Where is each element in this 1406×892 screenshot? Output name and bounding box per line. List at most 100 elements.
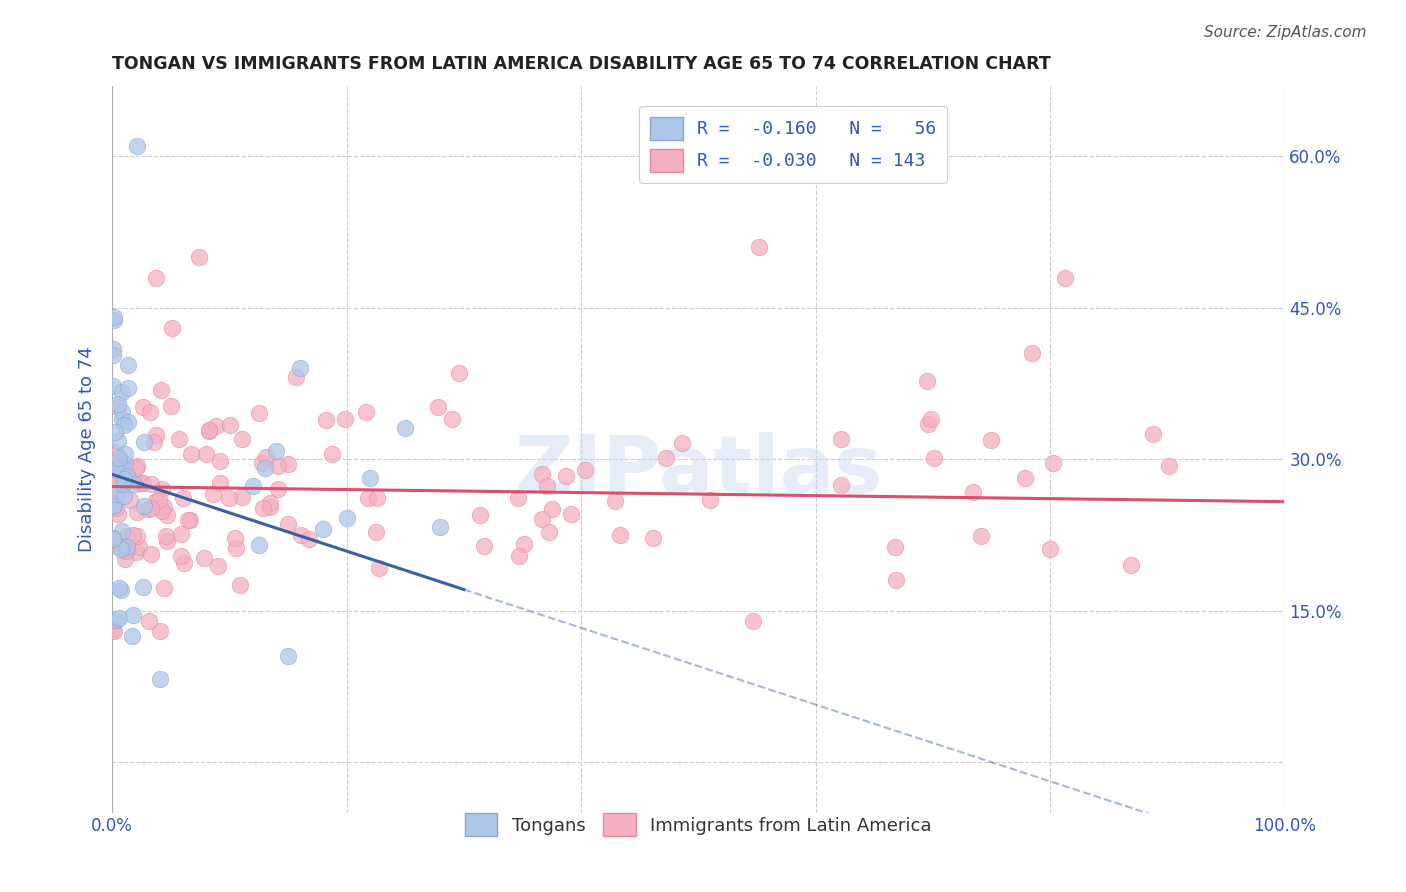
Point <box>139 405 162 419</box>
Point <box>149 672 172 686</box>
Point <box>125 460 148 475</box>
Text: TONGAN VS IMMIGRANTS FROM LATIN AMERICA DISABILITY AGE 65 TO 74 CORRELATION CHAR: TONGAN VS IMMIGRANTS FROM LATIN AMERICA … <box>112 55 1052 73</box>
Y-axis label: Disability Age 65 to 74: Disability Age 65 to 74 <box>79 346 96 552</box>
Point <box>335 412 357 426</box>
Point <box>103 532 125 546</box>
Point <box>172 491 194 505</box>
Point <box>117 415 139 429</box>
Point <box>107 401 129 415</box>
Point <box>104 445 127 459</box>
Point <box>208 475 231 490</box>
Point <box>742 614 765 628</box>
Point <box>122 476 145 491</box>
Point <box>530 511 553 525</box>
Point <box>153 500 176 514</box>
Point <box>508 549 530 563</box>
Point <box>110 453 132 467</box>
Point <box>655 451 678 466</box>
Point <box>1121 558 1143 572</box>
Point <box>193 550 215 565</box>
Point <box>104 463 127 477</box>
Point <box>115 539 138 553</box>
Point <box>187 251 209 265</box>
Point <box>114 475 136 489</box>
Point <box>321 447 343 461</box>
Point <box>229 578 252 592</box>
Point <box>180 447 202 461</box>
Point <box>312 523 335 537</box>
Point <box>179 512 201 526</box>
Point <box>177 513 200 527</box>
Point <box>103 379 125 393</box>
Point <box>277 517 299 532</box>
Point <box>103 624 125 638</box>
Point <box>173 557 195 571</box>
Point <box>195 447 218 461</box>
Point <box>122 607 145 622</box>
Point <box>748 240 770 254</box>
Point <box>536 479 558 493</box>
Point <box>160 321 183 335</box>
Point <box>394 421 416 435</box>
Point <box>242 479 264 493</box>
Point <box>108 450 131 465</box>
Point <box>155 528 177 542</box>
Point <box>103 499 125 513</box>
Point <box>830 432 852 446</box>
Point <box>357 491 380 506</box>
Point <box>219 417 242 432</box>
Point <box>125 545 148 559</box>
Point <box>922 451 945 466</box>
Point <box>104 487 127 501</box>
Point <box>114 457 136 471</box>
Point <box>103 470 125 484</box>
Point <box>103 312 125 326</box>
Point <box>103 531 125 545</box>
Point <box>201 487 224 501</box>
Point <box>366 491 388 505</box>
Point <box>132 499 155 513</box>
Point <box>207 559 229 574</box>
Point <box>830 478 852 492</box>
Point <box>277 649 299 664</box>
Point <box>247 538 270 552</box>
Point <box>117 381 139 395</box>
Point <box>117 540 139 554</box>
Point <box>110 582 132 597</box>
Point <box>103 425 125 440</box>
Point <box>447 366 470 380</box>
Point <box>145 428 167 442</box>
Point <box>107 434 129 449</box>
Point <box>915 374 938 388</box>
Point <box>1014 471 1036 485</box>
Point <box>530 467 553 481</box>
Point <box>231 432 253 446</box>
Point <box>560 507 582 521</box>
Point <box>605 493 627 508</box>
Point <box>114 472 136 486</box>
Point <box>145 270 167 285</box>
Point <box>103 343 125 357</box>
Point <box>538 524 561 539</box>
Point <box>170 549 193 563</box>
Point <box>160 400 183 414</box>
Point <box>132 434 155 449</box>
Point <box>111 384 134 399</box>
Point <box>574 463 596 477</box>
Point <box>115 538 138 552</box>
Point <box>252 500 274 515</box>
Point <box>671 435 693 450</box>
Point <box>884 541 907 555</box>
Legend: Tongans, Immigrants from Latin America: Tongans, Immigrants from Latin America <box>457 805 939 844</box>
Point <box>225 541 247 555</box>
Point <box>170 527 193 541</box>
Point <box>427 400 450 414</box>
Point <box>117 358 139 372</box>
Point <box>156 533 179 548</box>
Point <box>112 417 135 432</box>
Point <box>105 540 128 554</box>
Point <box>1021 346 1043 360</box>
Point <box>259 500 281 514</box>
Point <box>103 477 125 491</box>
Point <box>218 491 240 506</box>
